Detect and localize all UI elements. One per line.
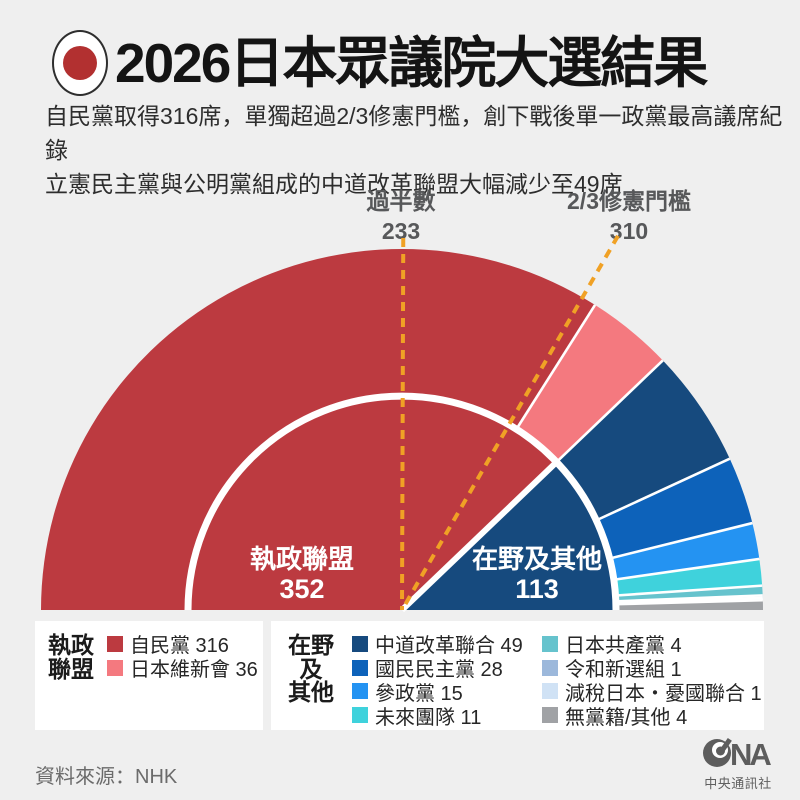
cna-logo-text: 中央通訊社 — [704, 776, 772, 791]
legend-item-label: 未來團隊 11 — [375, 706, 482, 729]
annotation-majority: 過半數 233 — [367, 186, 436, 246]
threshold-line-310 — [400, 234, 620, 612]
party-segment-4 — [612, 523, 760, 580]
japan-flag-sun — [63, 46, 97, 80]
coalition-sector-0 — [187, 395, 558, 610]
legend-opposition-col2: 日本共產黨 4 令和新選組 1 減稅日本・憂國聯合 1 無黨籍/其他 4 — [542, 632, 762, 729]
segment-separator — [614, 584, 763, 597]
legend-swatch — [542, 683, 558, 700]
chart-label-opposition-seats: 113 — [515, 574, 559, 604]
party-segment-9 — [618, 600, 763, 610]
legend-opposition-header: 在野 及 其他 — [288, 632, 334, 705]
party-segment-6 — [618, 585, 763, 602]
legend-ruling-header-line: 聯盟 — [48, 656, 94, 682]
chart-label-ruling: 執政聯盟 352 — [250, 544, 354, 604]
legend-box-opposition: 在野 及 其他 中道改革聯合 49 國民民主黨 28 參政黨 15 未來團隊 11 日… — [271, 621, 764, 730]
segment-separator — [614, 594, 763, 603]
legend-item: 中道改革聯合 49 — [352, 632, 523, 658]
segment-separator — [614, 598, 763, 606]
legend-swatch — [107, 659, 123, 676]
legend-ruling-items: 自民黨 316 日本維新會 36 — [107, 632, 258, 682]
legend-box-ruling: 執政 聯盟 自民黨 316 日本維新會 36 — [35, 621, 263, 730]
legend-opposition-header-line: 在野 — [288, 632, 334, 658]
legend-swatch — [107, 635, 123, 652]
coalition-boundary — [399, 457, 561, 613]
segment-separator — [612, 557, 760, 582]
segment-separator — [614, 596, 763, 605]
japan-flag-icon — [52, 30, 108, 96]
legend-swatch — [542, 635, 558, 652]
annotation-majority-label: 過半數 — [366, 188, 436, 214]
legend-item: 令和新選組 1 — [542, 656, 762, 682]
legend-item-label: 令和新選組 1 — [565, 659, 682, 682]
subtitle: 自民黨取得316席，單獨超過2/3修憲門檻，創下戰後單一政黨最高議席紀錄 立憲民… — [45, 99, 800, 201]
legend-item: 自民黨 316 — [107, 632, 258, 658]
party-segment-0 — [41, 249, 596, 610]
legend-item-label: 減稅日本・憂國聯合 1 — [565, 683, 762, 705]
data-source: 資料來源：NHK — [35, 766, 178, 788]
legend-item: 無黨籍/其他 4 — [542, 703, 762, 729]
coalition-sector-1 — [402, 461, 617, 610]
cna-logo: NA 中央通訊社 — [700, 734, 776, 792]
legend-item: 日本維新會 36 — [107, 656, 258, 682]
legend-item-label: 日本維新會 36 — [130, 659, 258, 682]
segment-separator — [608, 521, 753, 560]
svg-text:NA: NA — [730, 737, 771, 772]
legend-item-label: 日本共產黨 4 — [565, 635, 682, 658]
legend-item: 日本共產黨 4 — [542, 632, 762, 658]
party-segment-3 — [599, 458, 753, 558]
legend-swatch — [352, 635, 368, 652]
legend-swatch — [352, 707, 368, 724]
annotation-majority-value: 233 — [381, 218, 421, 244]
header: 2026日本眾議院大選結果 — [52, 30, 708, 96]
legend-item: 國民民主黨 28 — [352, 656, 523, 682]
legend-ruling-header: 執政 聯盟 — [48, 633, 94, 681]
legend-swatch — [542, 707, 558, 724]
cna-logo-icon: NA — [703, 737, 774, 772]
legend-item-label: 參政黨 15 — [375, 683, 463, 705]
legend-item: 參政黨 15 — [352, 680, 523, 705]
party-segment-5 — [616, 558, 763, 596]
chart-label-opposition-name: 在野及其他 — [471, 544, 603, 574]
chart-label-ruling-name: 執政聯盟 — [249, 544, 355, 574]
legend-opposition-col1: 中道改革聯合 49 國民民主黨 28 參政黨 15 未來團隊 11 — [352, 632, 523, 729]
parliament-chart — [41, 234, 763, 613]
legend-item: 未來團隊 11 — [352, 703, 523, 729]
chart-label-opposition: 在野及其他 113 — [472, 544, 602, 604]
subtitle-line-1: 自民黨取得316席，單獨超過2/3修憲門檻，創下戰後單一政黨最高議席紀錄 — [45, 103, 783, 163]
annotation-two-thirds-label: 2/3修憲門檻 — [567, 188, 691, 214]
page-title: 2026日本眾議院大選結果 — [115, 32, 708, 94]
party-segment-1 — [518, 304, 663, 460]
segment-separator — [594, 457, 731, 522]
legend-opposition-header-line: 其他 — [288, 679, 334, 705]
threshold-line-233 — [400, 237, 406, 611]
ring-disc-separator — [184, 392, 620, 611]
legend-item-label: 國民民主黨 28 — [375, 659, 503, 682]
legend-swatch — [542, 659, 558, 676]
legend-ruling-header-line: 執政 — [48, 632, 94, 658]
legend-item: 減稅日本・憂國聯合 1 — [542, 680, 762, 705]
party-segment-2 — [558, 360, 730, 520]
chart-label-ruling-seats: 352 — [279, 574, 325, 604]
legend-swatch — [352, 683, 368, 700]
legend-opposition-header-line: 及 — [299, 655, 323, 682]
legend-swatch — [352, 659, 368, 676]
segment-separator — [554, 359, 664, 464]
legend-item-label: 中道改革聯合 49 — [375, 635, 523, 658]
legend-item-label: 自民黨 316 — [130, 635, 229, 658]
legend-item-label: 無黨籍/其他 4 — [565, 706, 688, 729]
segment-separator — [514, 304, 597, 431]
subtitle-line-2: 立憲民主黨與公明黨組成的中道改革聯盟大幅減少至49席 — [45, 171, 623, 197]
